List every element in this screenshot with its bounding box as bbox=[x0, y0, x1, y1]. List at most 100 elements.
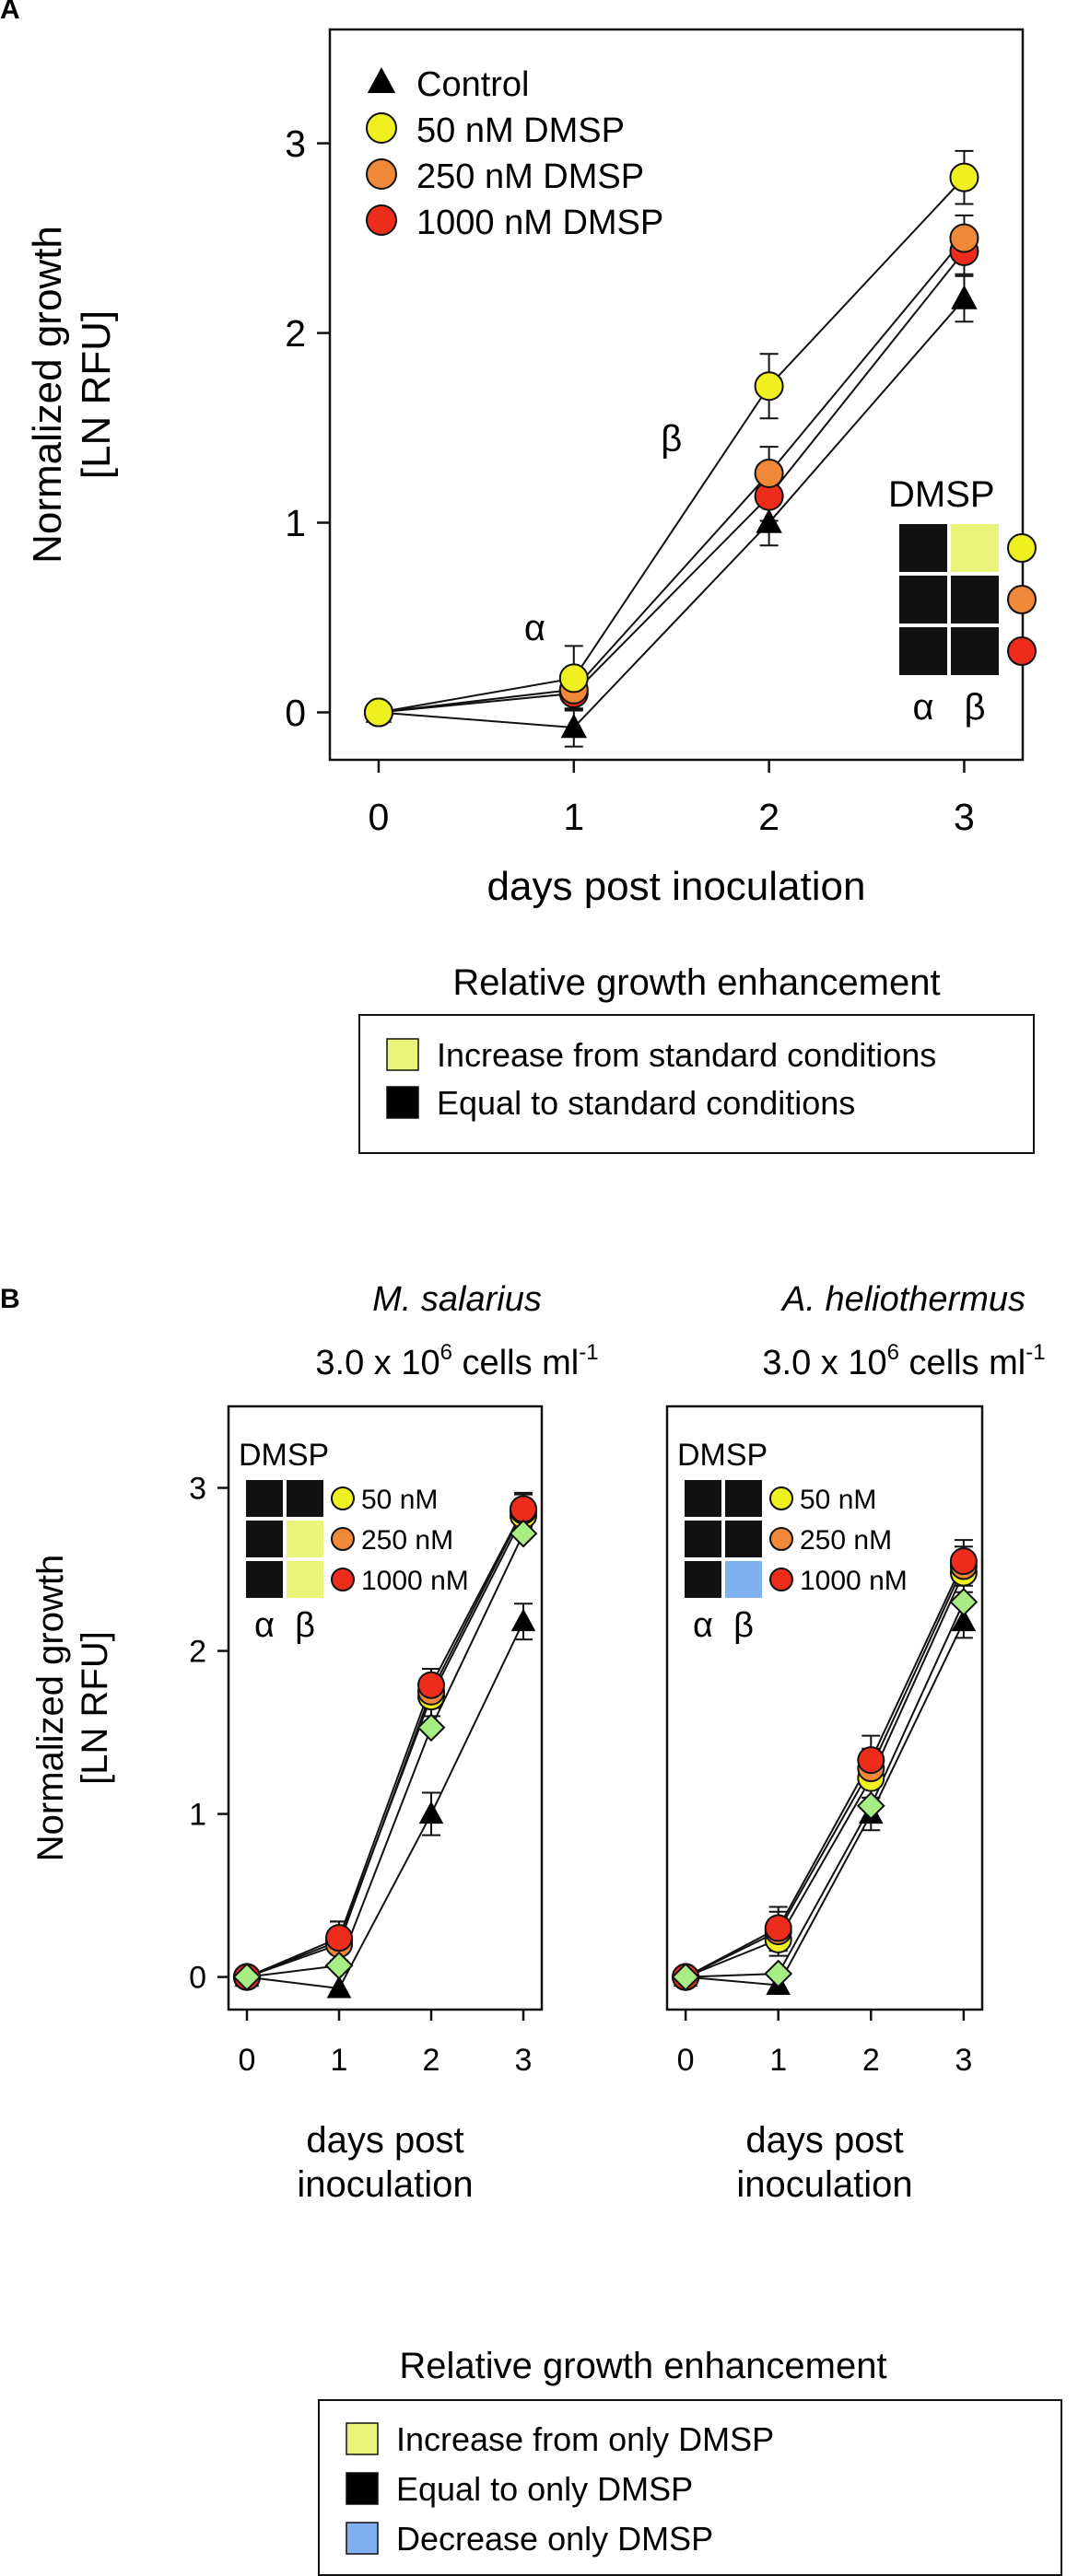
plot-frame-b1 bbox=[227, 1405, 544, 2011]
subtitle-base: 3.0 x 10 bbox=[315, 1344, 440, 1382]
x-tick-label-b2: 3 bbox=[955, 2043, 972, 2078]
y-tick-label-b1: 2 bbox=[189, 1634, 206, 1669]
inset-col-label-a: α bbox=[912, 687, 933, 728]
legend-swatch-increase-from-only-dmsp bbox=[346, 2422, 379, 2455]
data-point-control-b1 bbox=[418, 1801, 444, 1824]
series-line-1000-nm-dmsp-a bbox=[378, 251, 966, 714]
inset-dot-250-nm-b1 bbox=[331, 1527, 355, 1551]
subtitle-exponent: 6 bbox=[440, 1340, 452, 1365]
panel-a-label: A bbox=[0, 0, 20, 25]
inset-row-label-b1: 1000 nM bbox=[361, 1566, 469, 1596]
inset-cell-increase-b1 bbox=[287, 1561, 323, 1598]
inset-dot-50-nm-a bbox=[1007, 533, 1037, 563]
data-point-m-salarius-only-b1 bbox=[509, 1519, 538, 1548]
data-point-control-b2 bbox=[951, 1608, 977, 1632]
data-point-control-a bbox=[756, 508, 782, 533]
chart-a: 0 1 2 3 0 1 2 3 days post inoculation Normalized … bbox=[25, 28, 1037, 909]
inset-cell-equal-a bbox=[899, 576, 947, 624]
data-point-a-heliothermus-only-b2 bbox=[671, 1963, 700, 1992]
inset-cell-equal-b1 bbox=[246, 1480, 283, 1517]
subtitle-unit: cells ml bbox=[452, 1344, 579, 1382]
series-line-a-heliothermus-only-b2 bbox=[686, 1602, 965, 1978]
series-line-control-b1 bbox=[246, 1621, 524, 1990]
x-tick-label-b2: 0 bbox=[677, 2043, 695, 2078]
inset-cell-equal-b2 bbox=[725, 1480, 762, 1517]
inset-cell-decrease-b2 bbox=[725, 1561, 762, 1598]
legend-swatch-equal-to-standard-conditions bbox=[386, 1086, 419, 1119]
subtitle-unit-exponent: -1 bbox=[579, 1340, 598, 1365]
x-tick-label-b2: 1 bbox=[769, 2043, 787, 2078]
inset-cell-equal-b2 bbox=[725, 1521, 762, 1557]
x-tick-label-b1: 0 bbox=[239, 2043, 256, 2078]
legend-marker-1000-nm-dmsp bbox=[366, 204, 397, 236]
inset-cell-equal-a bbox=[951, 576, 999, 624]
inset-col-label-b1: α bbox=[254, 1606, 275, 1645]
inset-dot-50-nm-b2 bbox=[769, 1486, 793, 1510]
legend-label-control: Control bbox=[416, 65, 530, 104]
y-tick-label-a: 3 bbox=[285, 122, 306, 165]
inset-cell-equal-b1 bbox=[287, 1480, 323, 1517]
legend-label-1000-nm-dmsp: 1000 nM DMSP bbox=[416, 204, 663, 242]
inset-row-label-b2: 1000 nM bbox=[800, 1566, 908, 1596]
legend-a: Relative growth enhancement Increase from… bbox=[358, 962, 1035, 1154]
data-point-250-nm-dmsp-a bbox=[754, 458, 784, 488]
data-point-a-heliothermus-only-b2 bbox=[764, 1959, 793, 1988]
y-axis-label-b1: [LN RFU] bbox=[75, 1631, 115, 1785]
inset-cell-increase-a bbox=[951, 524, 999, 572]
legend-title: Relative growth enhancement bbox=[399, 2346, 886, 2386]
x-tick-label-b1: 2 bbox=[423, 2043, 440, 2078]
series-line-1000-nm-dmsp-b1 bbox=[246, 1509, 524, 1978]
series-line-250-nm-dmsp-a bbox=[378, 237, 966, 714]
x-axis-label-a: days post inoculation bbox=[487, 864, 866, 909]
inset-row-label-b2: 250 nM bbox=[800, 1525, 892, 1556]
legend-marker-250-nm-dmsp bbox=[366, 158, 397, 190]
inset-dot-1000-nm-a bbox=[1007, 636, 1037, 666]
legend-label-250-nm-dmsp: 250 nM DMSP bbox=[416, 157, 644, 196]
annotation-beta: β bbox=[661, 418, 682, 459]
legend-item-equal-to-standard-conditions: Equal to standard conditions bbox=[437, 1084, 855, 1122]
inset-title-b2: DMSP bbox=[677, 1438, 768, 1473]
inset-cell-equal-b2 bbox=[685, 1480, 721, 1517]
legend-item-decrease-only-dmsp: Decrease only DMSP bbox=[396, 2520, 713, 2558]
series-line-50-nm-dmsp-a bbox=[378, 176, 966, 714]
series-line-m-salarius-only-b1 bbox=[246, 1533, 524, 1978]
data-point-1000-nm-dmsp-b2 bbox=[857, 1746, 885, 1775]
series-line-control-a bbox=[378, 297, 966, 729]
plot-frame-b2 bbox=[665, 1405, 984, 2011]
inset-cell-equal-b2 bbox=[685, 1561, 721, 1598]
inset-col-label-b2: β bbox=[733, 1606, 754, 1645]
data-point-1000-nm-dmsp-b2 bbox=[764, 1914, 792, 1942]
legend-item-increase-from-only-dmsp: Increase from only DMSP bbox=[396, 2420, 774, 2458]
data-point-50-nm-dmsp-a bbox=[949, 162, 979, 192]
data-point-a-heliothermus-only-b2 bbox=[949, 1588, 979, 1616]
x-axis-label-b2: inoculation bbox=[736, 2164, 912, 2205]
inset-dot-250-nm-a bbox=[1007, 585, 1037, 614]
x-tick-label-a: 2 bbox=[758, 796, 779, 838]
inset-cell-increase-b1 bbox=[287, 1521, 323, 1557]
plot-frame-a bbox=[328, 28, 1025, 762]
chart-subtitle-b2: 3.0 x 106 cells ml-1 bbox=[762, 1340, 1045, 1382]
legend-swatch-equal-to-only-dmsp bbox=[346, 2472, 379, 2505]
x-tick-label-a: 0 bbox=[369, 796, 390, 838]
inset-dot-50-nm-b1 bbox=[331, 1486, 355, 1510]
data-point-1000-nm-dmsp-b1 bbox=[417, 1671, 445, 1699]
legend-item-increase-from-standard-conditions: Increase from standard conditions bbox=[437, 1036, 936, 1074]
series-line-250-nm-dmsp-b2 bbox=[685, 1566, 965, 1978]
data-point-50-nm-dmsp-a bbox=[558, 663, 589, 694]
inset-col-label-a: β bbox=[964, 687, 985, 728]
inset-title-a: DMSP bbox=[888, 474, 995, 515]
data-point-1000-nm-dmsp-b1 bbox=[510, 1495, 537, 1523]
chart-title-b1: M. salarius bbox=[372, 1280, 542, 1319]
inset-col-label-b1: β bbox=[295, 1606, 315, 1645]
data-point-a-heliothermus-only-b2 bbox=[856, 1791, 885, 1821]
inset-col-label-b2: α bbox=[693, 1606, 713, 1645]
data-point-control-b1 bbox=[510, 1608, 536, 1632]
chart-title-b2: A. heliothermus bbox=[780, 1280, 1026, 1319]
data-point-control-a bbox=[951, 285, 978, 309]
x-tick-label-b1: 1 bbox=[331, 2043, 348, 2078]
x-axis-label-b1: inoculation bbox=[297, 2164, 473, 2205]
panel-b-label: B bbox=[0, 1284, 20, 1314]
legend-swatch-decrease-only-dmsp bbox=[346, 2522, 379, 2555]
